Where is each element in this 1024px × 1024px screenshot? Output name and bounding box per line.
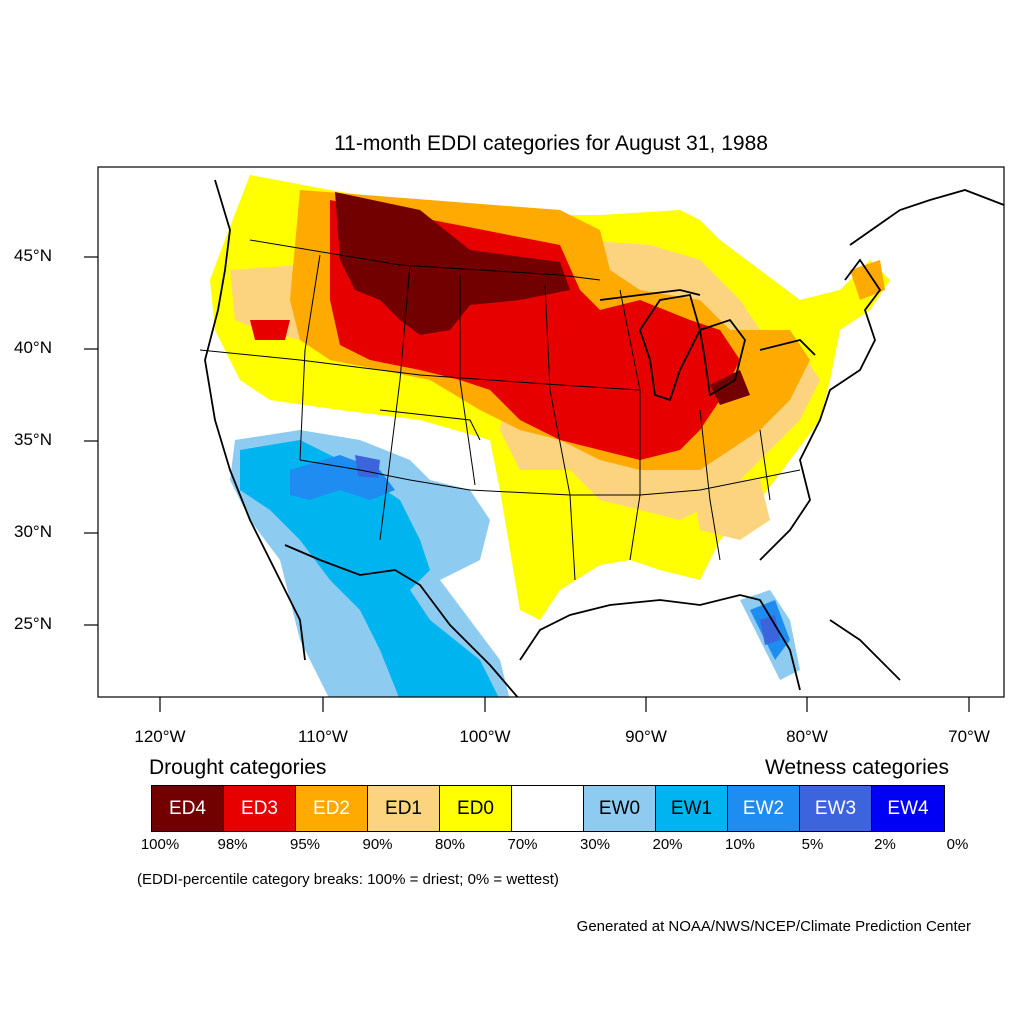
legend-box-ed4: ED4 <box>152 786 224 831</box>
drought-heading: Drought categories <box>149 756 327 779</box>
legend-break-label: 95% <box>289 836 321 853</box>
lon-label-70: 70°W <box>948 727 990 746</box>
legend-break-label: 30% <box>579 836 611 853</box>
lat-label-45: 45°N <box>14 246 52 265</box>
category-legend: ED4 ED3 ED2 ED1 ED0 EW0 EW1 EW2 EW3 EW4 <box>151 785 945 832</box>
legend-box-ed2: ED2 <box>296 786 368 831</box>
legend-box-ew2: EW2 <box>728 786 800 831</box>
state-borders-layer <box>199 239 801 581</box>
lon-label-100: 100°W <box>459 727 511 746</box>
legend-break-label: 90% <box>362 836 393 853</box>
lon-label-90: 90°W <box>625 727 667 746</box>
legend-box-ed1: ED1 <box>368 786 440 831</box>
map-title: 11-month EDDI categories for August 31, … <box>334 132 768 155</box>
category-fill-layer <box>210 175 890 697</box>
legend-break-label: 2% <box>874 836 896 853</box>
lon-label-110: 110°W <box>298 727 348 746</box>
map-border <box>97 166 1005 698</box>
legend-box-ed3: ED3 <box>224 786 296 831</box>
legend-break-label: 0% <box>946 836 969 853</box>
footnote: (EDDI-percentile category breaks: 100% =… <box>137 871 559 888</box>
ew2-region <box>290 455 790 660</box>
coastline-layer <box>204 179 1004 697</box>
credit-line: Generated at NOAA/NWS/NCEP/Climate Predi… <box>576 918 971 935</box>
lat-label-35: 35°N <box>14 430 52 449</box>
wetness-heading: Wetness categories <box>764 756 949 779</box>
lon-label-120: 120°W <box>134 727 186 746</box>
legend-box-ew0: EW0 <box>584 786 656 831</box>
legend-break-label: 70% <box>507 836 538 853</box>
legend-break-label: 10% <box>724 836 756 853</box>
legend-box-ew1: EW1 <box>656 786 728 831</box>
lat-label-25: 25°N <box>14 614 52 633</box>
lon-ticks <box>159 697 970 712</box>
lat-label-30: 30°N <box>14 522 52 541</box>
legend-box-ew3: EW3 <box>800 786 872 831</box>
lat-ticks <box>84 256 98 626</box>
ed4-region <box>335 192 750 405</box>
lon-label-80: 80°W <box>786 727 828 746</box>
legend-box-ew4: EW4 <box>872 786 944 831</box>
legend-break-label: 20% <box>652 836 683 853</box>
lat-label-40: 40°N <box>14 338 52 357</box>
legend-box-ed0: ED0 <box>440 786 512 831</box>
legend-break-label: 5% <box>801 836 824 853</box>
legend-box-normal <box>512 786 584 831</box>
legend-break-label: 100% <box>140 836 180 853</box>
legend-break-label: 80% <box>434 836 466 853</box>
legend-break-label: 98% <box>217 836 248 853</box>
ew1-region <box>240 440 499 697</box>
